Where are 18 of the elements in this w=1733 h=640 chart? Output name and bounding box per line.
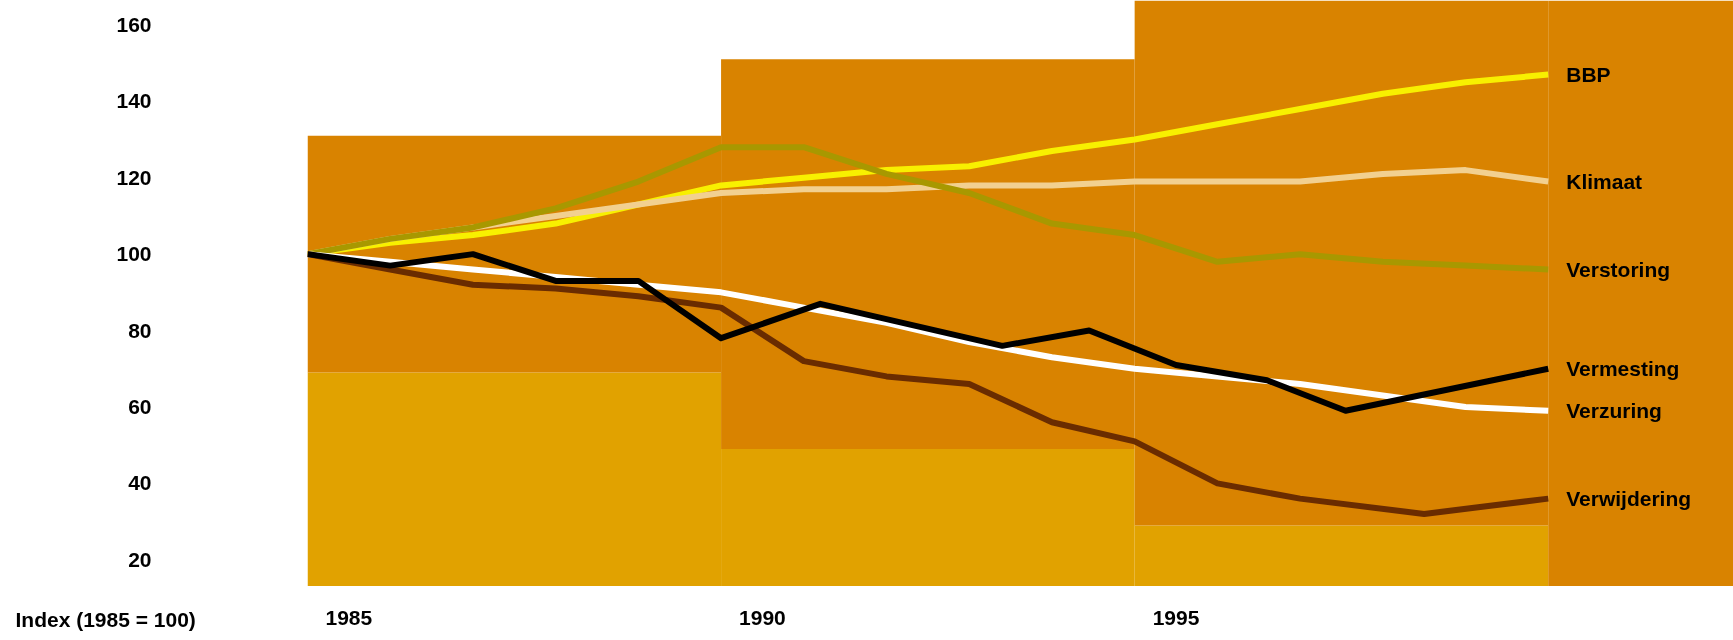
- series-label: Verwijdering: [1566, 487, 1692, 511]
- y-tick-label: 80: [128, 318, 152, 342]
- y-tick-label: 60: [128, 394, 152, 418]
- y-tick-label: 120: [116, 165, 152, 189]
- y-axis-title: Index (1985 = 100): [15, 608, 196, 631]
- y-tick-label: 40: [128, 471, 152, 495]
- y-tick-label: 20: [128, 547, 152, 571]
- series-label: BBP: [1566, 63, 1611, 87]
- x-tick-label: 1985: [325, 605, 373, 629]
- y-tick-label: 100: [116, 242, 152, 266]
- y-tick-label: 140: [116, 89, 152, 113]
- y-tick-label: 160: [116, 12, 152, 36]
- series-label: Verzuring: [1566, 399, 1662, 423]
- series-label: Vermesting: [1566, 357, 1680, 381]
- x-tick-label: 1990: [739, 605, 786, 629]
- x-tick-label: 1995: [1152, 605, 1200, 629]
- series-label: Klimaat: [1566, 170, 1643, 194]
- series-label: Verstoring: [1566, 257, 1671, 281]
